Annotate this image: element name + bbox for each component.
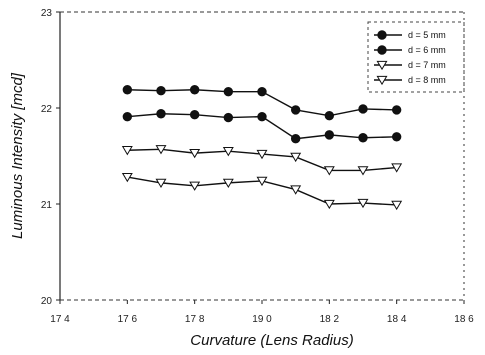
x-tick-label: 19 0 bbox=[252, 314, 272, 325]
x-tick-label: 18 6 bbox=[454, 314, 474, 325]
data-point bbox=[323, 166, 335, 176]
y-tick-label: 20 bbox=[41, 296, 53, 307]
data-point bbox=[290, 105, 301, 115]
data-point bbox=[189, 85, 200, 95]
data-point bbox=[122, 85, 133, 95]
data-point bbox=[391, 105, 402, 115]
axes: 17 4 17 6 17 8 19 0 18 2 18 4 18 6 20 21 22 23 bbox=[41, 8, 474, 325]
data-point bbox=[324, 130, 335, 140]
data-point bbox=[357, 198, 369, 209]
data-point bbox=[256, 176, 268, 187]
data-point bbox=[156, 86, 166, 96]
data-point bbox=[122, 111, 133, 122]
x-axis-title: Curvature (Lens Radius) bbox=[190, 332, 353, 349]
data-point bbox=[391, 132, 402, 142]
legend-label: d = 7 mm bbox=[408, 60, 446, 70]
x-tick-label: 18 2 bbox=[320, 314, 340, 325]
data-point bbox=[222, 178, 234, 189]
data-point bbox=[257, 86, 267, 97]
data-point bbox=[391, 200, 403, 211]
legend-label: d = 6 mm bbox=[408, 45, 446, 55]
series-3 bbox=[121, 145, 403, 176]
data-point bbox=[290, 134, 301, 144]
legend-marker bbox=[376, 75, 388, 86]
data-point bbox=[189, 110, 200, 120]
legend-label: d = 5 mm bbox=[408, 30, 446, 40]
data-point bbox=[155, 145, 167, 155]
data-point bbox=[358, 133, 368, 143]
data-point bbox=[323, 199, 335, 210]
series-layer bbox=[121, 85, 403, 211]
series-4 bbox=[121, 172, 403, 211]
data-point bbox=[156, 109, 166, 119]
data-point bbox=[223, 112, 234, 123]
series-1 bbox=[122, 85, 402, 121]
legend-box bbox=[367, 21, 465, 93]
data-point bbox=[257, 111, 267, 122]
data-point bbox=[189, 148, 201, 159]
data-point bbox=[324, 110, 335, 121]
data-point bbox=[290, 185, 302, 195]
data-point bbox=[357, 166, 369, 176]
legend-marker bbox=[377, 30, 387, 40]
y-tick-label: 23 bbox=[41, 8, 53, 19]
data-point bbox=[155, 178, 167, 189]
data-point bbox=[222, 147, 234, 157]
data-point bbox=[121, 146, 133, 156]
data-point bbox=[358, 104, 368, 114]
data-point bbox=[290, 152, 302, 163]
data-point bbox=[391, 163, 403, 173]
data-point bbox=[256, 149, 268, 160]
x-tick-label: 17 6 bbox=[118, 314, 138, 325]
x-tick-label: 17 8 bbox=[185, 314, 205, 325]
series-2 bbox=[122, 109, 402, 144]
y-tick-label: 21 bbox=[41, 200, 53, 211]
data-point bbox=[223, 86, 234, 97]
data-point bbox=[189, 181, 201, 191]
x-tick-label: 18 4 bbox=[387, 314, 407, 325]
legend-label: d = 8 mm bbox=[408, 75, 446, 85]
legend-marker bbox=[376, 60, 388, 71]
y-axis-title: Luminous Intensity [mcd] bbox=[9, 72, 26, 239]
legend-marker bbox=[377, 45, 387, 55]
legend: d = 5 mm d = 6 mm d = 7 mm d = 8 mm bbox=[367, 21, 465, 93]
data-point bbox=[121, 172, 133, 183]
y-tick-label: 22 bbox=[41, 104, 53, 115]
x-tick-label: 17 4 bbox=[50, 314, 70, 325]
